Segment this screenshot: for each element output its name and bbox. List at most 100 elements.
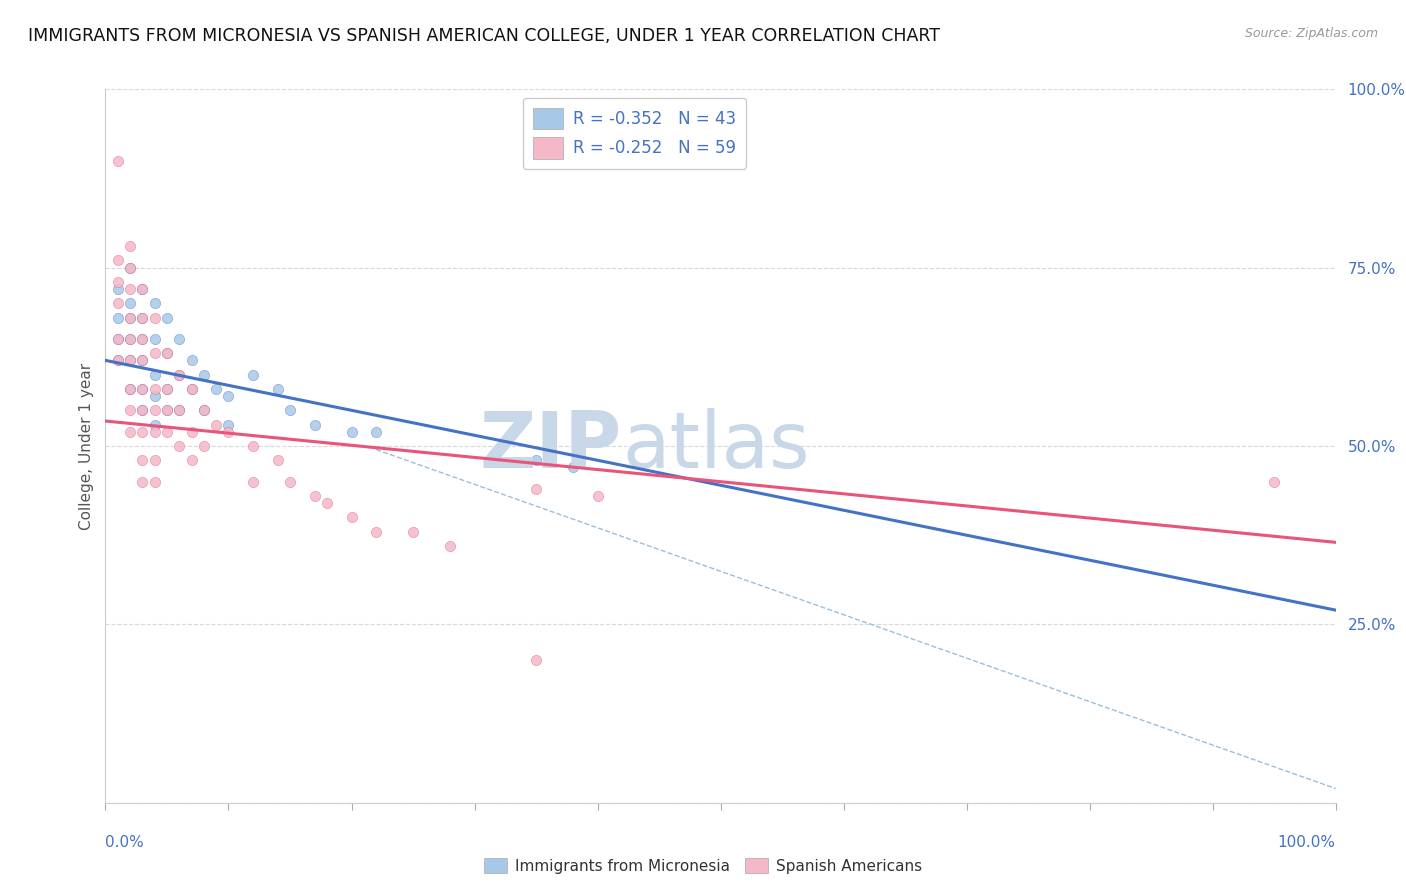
Point bbox=[120, 382, 141, 396]
Point bbox=[143, 453, 166, 467]
Point bbox=[131, 403, 153, 417]
Point bbox=[193, 439, 215, 453]
Point bbox=[218, 425, 240, 439]
Point bbox=[120, 425, 141, 439]
Point bbox=[120, 332, 141, 346]
Point bbox=[120, 260, 141, 275]
Point bbox=[267, 382, 290, 396]
Point bbox=[120, 260, 141, 275]
Point bbox=[340, 425, 363, 439]
Point bbox=[107, 332, 129, 346]
Point bbox=[156, 382, 179, 396]
Point bbox=[156, 403, 179, 417]
Point bbox=[304, 417, 326, 432]
Point bbox=[205, 382, 228, 396]
Text: Source: ZipAtlas.com: Source: ZipAtlas.com bbox=[1244, 27, 1378, 40]
Point bbox=[315, 496, 337, 510]
Point bbox=[180, 382, 202, 396]
Point bbox=[218, 417, 240, 432]
Point bbox=[267, 453, 290, 467]
Point bbox=[131, 353, 153, 368]
Text: 0.0%: 0.0% bbox=[105, 836, 145, 850]
Text: atlas: atlas bbox=[621, 408, 810, 484]
Point bbox=[131, 282, 153, 296]
Point bbox=[242, 475, 264, 489]
Point bbox=[107, 296, 129, 310]
Point bbox=[107, 353, 129, 368]
Point bbox=[120, 353, 141, 368]
Point bbox=[107, 353, 129, 368]
Point bbox=[120, 403, 141, 417]
Point bbox=[107, 275, 129, 289]
Legend: R = -0.352   N = 43, R = -0.252   N = 59: R = -0.352 N = 43, R = -0.252 N = 59 bbox=[523, 97, 747, 169]
Text: ZIP: ZIP bbox=[479, 408, 621, 484]
Point bbox=[120, 282, 141, 296]
Point bbox=[366, 425, 388, 439]
Point bbox=[131, 453, 153, 467]
Point bbox=[131, 332, 153, 346]
Point bbox=[107, 310, 129, 325]
Point bbox=[131, 353, 153, 368]
Point bbox=[169, 403, 191, 417]
Point bbox=[193, 368, 215, 382]
Point bbox=[143, 296, 166, 310]
Point bbox=[278, 403, 301, 417]
Point bbox=[143, 389, 166, 403]
Point bbox=[156, 310, 179, 325]
Point bbox=[340, 510, 363, 524]
Point bbox=[120, 296, 141, 310]
Point bbox=[143, 310, 166, 325]
Point bbox=[131, 310, 153, 325]
Point bbox=[218, 389, 240, 403]
Text: 100.0%: 100.0% bbox=[1278, 836, 1336, 850]
Point bbox=[107, 253, 129, 268]
Point bbox=[524, 453, 547, 467]
Point bbox=[131, 332, 153, 346]
Point bbox=[131, 310, 153, 325]
Point bbox=[120, 353, 141, 368]
Point bbox=[169, 403, 191, 417]
Point bbox=[143, 403, 166, 417]
Point bbox=[131, 382, 153, 396]
Point bbox=[562, 460, 585, 475]
Point bbox=[131, 382, 153, 396]
Point bbox=[524, 482, 547, 496]
Point bbox=[156, 425, 179, 439]
Legend: Immigrants from Micronesia, Spanish Americans: Immigrants from Micronesia, Spanish Amer… bbox=[478, 852, 928, 880]
Point bbox=[180, 425, 202, 439]
Point bbox=[242, 439, 264, 453]
Point bbox=[143, 425, 166, 439]
Point bbox=[304, 489, 326, 503]
Point bbox=[169, 439, 191, 453]
Point bbox=[156, 382, 179, 396]
Point bbox=[402, 524, 425, 539]
Point bbox=[120, 332, 141, 346]
Point bbox=[120, 310, 141, 325]
Point bbox=[143, 332, 166, 346]
Point bbox=[439, 539, 461, 553]
Point bbox=[143, 368, 166, 382]
Point bbox=[131, 475, 153, 489]
Y-axis label: College, Under 1 year: College, Under 1 year bbox=[79, 362, 94, 530]
Point bbox=[120, 310, 141, 325]
Point bbox=[278, 475, 301, 489]
Point bbox=[131, 403, 153, 417]
Point bbox=[143, 346, 166, 360]
Point bbox=[180, 353, 202, 368]
Point bbox=[169, 368, 191, 382]
Point bbox=[143, 475, 166, 489]
Point bbox=[107, 332, 129, 346]
Text: IMMIGRANTS FROM MICRONESIA VS SPANISH AMERICAN COLLEGE, UNDER 1 YEAR CORRELATION: IMMIGRANTS FROM MICRONESIA VS SPANISH AM… bbox=[28, 27, 941, 45]
Point bbox=[107, 282, 129, 296]
Point bbox=[156, 403, 179, 417]
Point bbox=[120, 382, 141, 396]
Point bbox=[205, 417, 228, 432]
Point bbox=[1263, 475, 1285, 489]
Point bbox=[242, 368, 264, 382]
Point bbox=[169, 368, 191, 382]
Point bbox=[169, 332, 191, 346]
Point bbox=[156, 346, 179, 360]
Point bbox=[107, 153, 129, 168]
Point bbox=[524, 653, 547, 667]
Point bbox=[131, 282, 153, 296]
